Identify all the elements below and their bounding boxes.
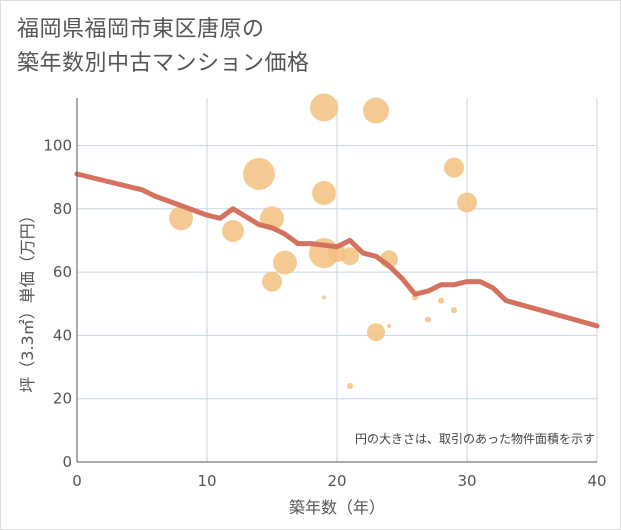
bubble-point [425, 316, 431, 323]
bubble-point [347, 383, 353, 390]
x-tick-label: 20 [327, 472, 346, 490]
bubble-point [367, 323, 385, 342]
bubble-point [322, 295, 326, 300]
bubble-point [341, 247, 359, 266]
chart-title: 福岡県福岡市東区唐原の 築年数別中古マンション価格 [17, 13, 310, 81]
bubble-point [457, 192, 477, 213]
bubble-point [243, 157, 275, 190]
bubble-point [222, 219, 244, 242]
bubble-point [310, 93, 338, 122]
bubble-point [363, 97, 389, 124]
bubble-point [262, 271, 282, 292]
y-tick-label: 100 [43, 136, 72, 154]
y-tick-label: 80 [53, 200, 72, 218]
bubbles [169, 93, 477, 390]
y-tick-label: 60 [53, 263, 72, 281]
bubble-point [169, 206, 193, 231]
chart-title-line-2: 築年数別中古マンション価格 [17, 51, 310, 76]
axes: 0 10 20 30 40 0 20 40 60 80 100 [43, 98, 607, 490]
y-tick-label: 0 [62, 453, 72, 471]
y-tick-label: 20 [53, 390, 72, 408]
x-tick-label: 40 [587, 472, 606, 490]
x-tick-label: 10 [197, 472, 216, 490]
bubble-size-note: 円の大きさは、取引のあった物件面積を示す [355, 431, 595, 446]
x-tick-label: 30 [457, 472, 476, 490]
bubble-point [438, 297, 444, 304]
grid [77, 98, 598, 462]
bubble-point [312, 180, 336, 205]
x-axis-label: 築年数（年） [289, 498, 385, 517]
bubble-point [451, 307, 457, 314]
chart-title-line-1: 福岡県福岡市東区唐原の [17, 17, 265, 42]
trend-line [74, 171, 600, 329]
bubble-point [444, 157, 464, 178]
trend-line-path [74, 171, 600, 329]
y-axis-label: 坪（3.3㎡）単価（万円） [18, 207, 37, 392]
bubble-point [387, 323, 391, 328]
y-tick-label: 40 [53, 326, 72, 344]
bubble-point [273, 250, 297, 275]
x-tick-label: 0 [72, 472, 82, 490]
